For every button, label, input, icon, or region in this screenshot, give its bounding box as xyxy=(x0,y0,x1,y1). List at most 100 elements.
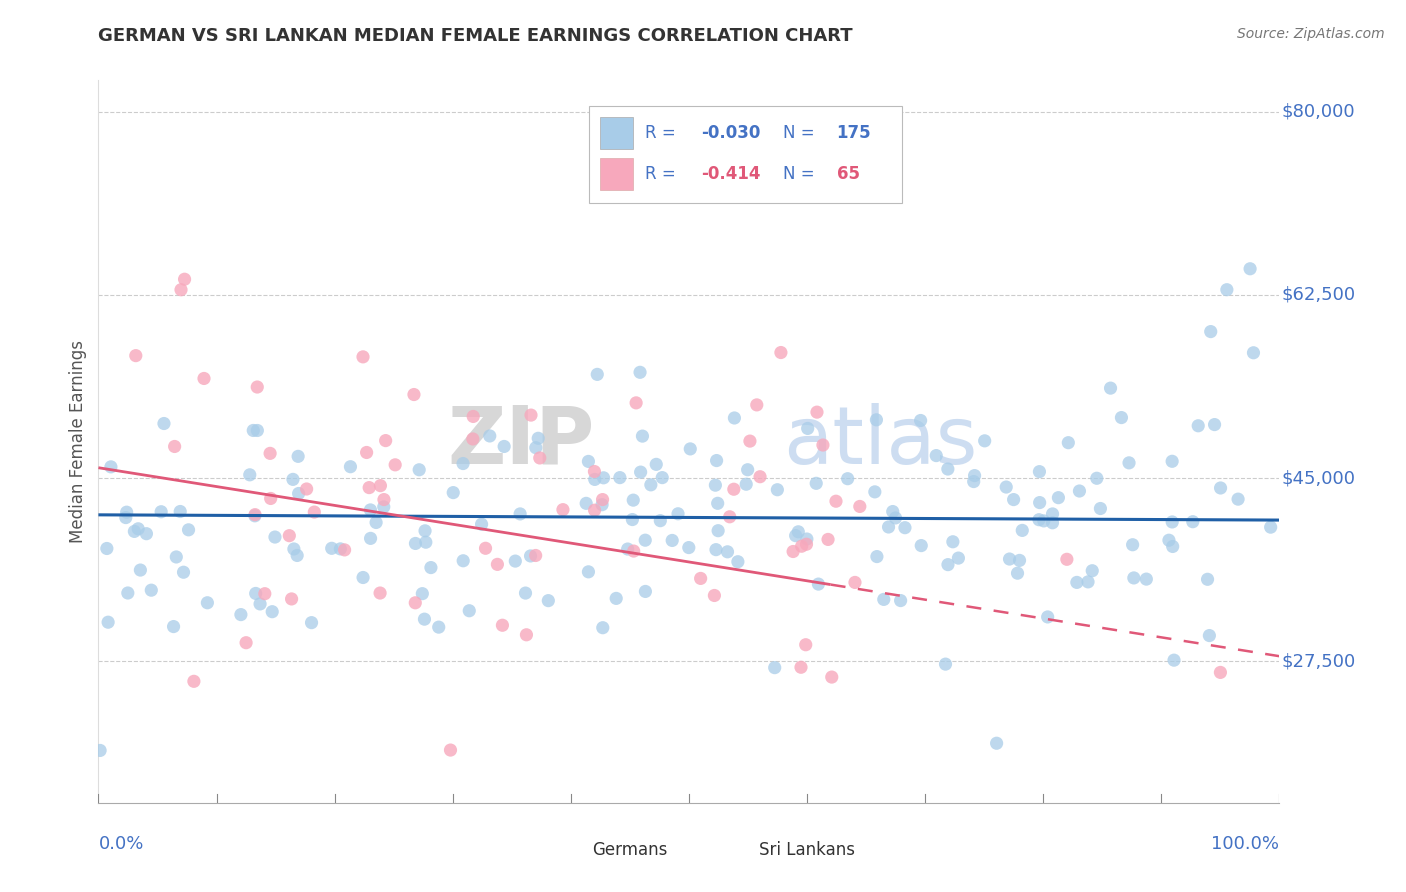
Point xyxy=(368,586,391,600)
Point xyxy=(100,459,122,474)
Point xyxy=(866,549,889,564)
Point xyxy=(609,470,631,484)
Point xyxy=(1239,261,1261,276)
Point xyxy=(591,498,613,512)
Point xyxy=(183,674,205,689)
Point xyxy=(583,503,606,517)
Point xyxy=(890,593,912,607)
Y-axis label: Median Female Earnings: Median Female Earnings xyxy=(69,340,87,543)
Text: 0.0%: 0.0% xyxy=(98,835,143,854)
Point xyxy=(519,549,541,563)
Point xyxy=(1216,283,1239,297)
Point xyxy=(817,533,839,547)
Point xyxy=(439,743,461,757)
Point xyxy=(706,453,728,467)
Point xyxy=(630,465,652,479)
Point xyxy=(963,468,986,483)
Point xyxy=(245,586,267,600)
Point xyxy=(723,411,745,425)
FancyBboxPatch shape xyxy=(718,838,752,863)
Point xyxy=(796,532,818,546)
Point xyxy=(1066,575,1088,590)
Point xyxy=(419,560,441,574)
Point xyxy=(934,657,956,672)
Point xyxy=(863,484,886,499)
Point xyxy=(150,505,173,519)
Point xyxy=(583,472,606,486)
FancyBboxPatch shape xyxy=(553,838,586,863)
Point xyxy=(235,636,257,650)
Point xyxy=(703,589,725,603)
Point xyxy=(537,593,560,607)
Point xyxy=(246,424,269,438)
Point xyxy=(1204,417,1226,432)
Point xyxy=(1069,483,1091,498)
Point xyxy=(785,529,807,543)
Point xyxy=(491,618,513,632)
Point xyxy=(1161,454,1184,468)
Point xyxy=(592,621,614,635)
Point xyxy=(651,470,673,484)
Point xyxy=(384,458,406,472)
Text: $80,000: $80,000 xyxy=(1282,103,1355,120)
Point xyxy=(415,535,437,549)
Point xyxy=(882,504,904,518)
Point xyxy=(359,481,381,495)
Point xyxy=(285,549,308,563)
Point xyxy=(666,507,689,521)
Point xyxy=(583,465,606,479)
Point xyxy=(1163,653,1185,667)
Point xyxy=(1122,571,1144,585)
Point xyxy=(1081,564,1104,578)
Point xyxy=(963,475,986,489)
Point xyxy=(1057,435,1080,450)
Point xyxy=(621,493,644,508)
Point xyxy=(129,563,152,577)
Point xyxy=(1028,465,1050,479)
Point xyxy=(1198,629,1220,643)
Point xyxy=(96,541,118,556)
Point xyxy=(806,405,828,419)
Point xyxy=(524,441,547,455)
FancyBboxPatch shape xyxy=(589,105,901,203)
Point xyxy=(527,431,550,445)
Point xyxy=(844,575,866,590)
Point xyxy=(461,432,484,446)
Point xyxy=(97,615,120,630)
Text: atlas: atlas xyxy=(783,402,977,481)
Point xyxy=(413,524,436,538)
Point xyxy=(1085,471,1108,485)
Point xyxy=(766,483,789,497)
Point xyxy=(352,350,374,364)
Point xyxy=(239,467,262,482)
Point xyxy=(1111,410,1133,425)
Point xyxy=(1007,566,1029,581)
Point xyxy=(811,438,834,452)
Point xyxy=(873,592,896,607)
Text: GERMAN VS SRI LANKAN MEDIAN FEMALE EARNINGS CORRELATION CHART: GERMAN VS SRI LANKAN MEDIAN FEMALE EARNI… xyxy=(98,27,853,45)
Point xyxy=(333,542,356,557)
Point xyxy=(1161,540,1184,554)
Point xyxy=(1181,515,1204,529)
Point xyxy=(278,529,301,543)
Point xyxy=(1118,456,1140,470)
Point xyxy=(790,660,813,674)
Point xyxy=(631,429,654,443)
Point xyxy=(1011,524,1033,538)
Point xyxy=(404,536,426,550)
Point xyxy=(592,471,614,485)
Text: Source: ZipAtlas.com: Source: ZipAtlas.com xyxy=(1237,27,1385,41)
Point xyxy=(1209,481,1232,495)
Point xyxy=(170,283,193,297)
Point xyxy=(689,571,711,585)
Point xyxy=(229,607,252,622)
Point xyxy=(640,478,662,492)
Point xyxy=(173,566,195,580)
Point xyxy=(592,492,614,507)
Point xyxy=(735,477,758,491)
FancyBboxPatch shape xyxy=(600,158,634,191)
Point xyxy=(1042,516,1064,530)
Point xyxy=(259,446,281,460)
Point xyxy=(796,421,818,435)
Point xyxy=(478,429,501,443)
